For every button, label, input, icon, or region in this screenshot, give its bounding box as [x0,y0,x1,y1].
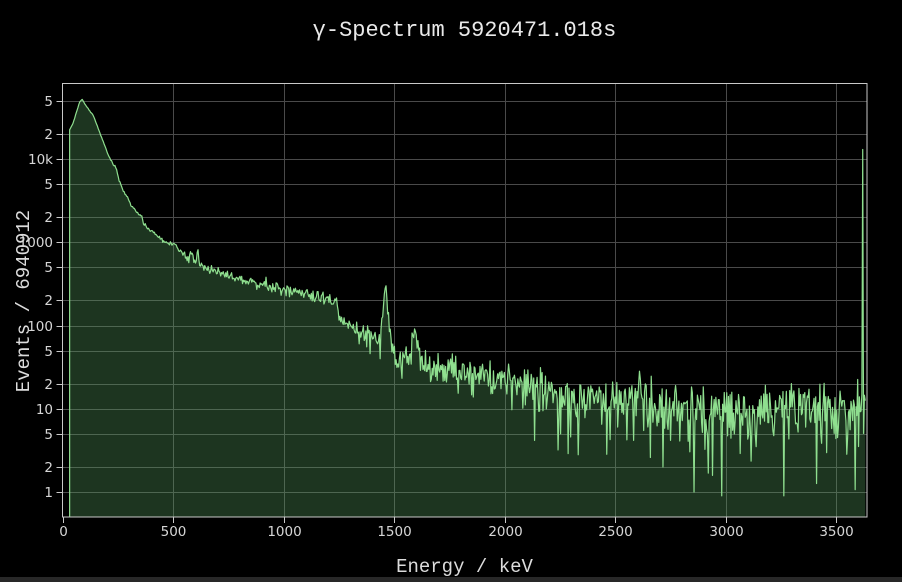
y-tick-label: 2 [44,293,53,309]
x-tick-label: 3000 [709,524,743,540]
y-tick-label: 5 [44,260,53,276]
y-tick-label: 5 [44,344,53,360]
grid-lines [63,84,867,517]
y-tick-label: 10 [36,402,53,418]
x-tick-label: 2500 [598,524,632,540]
y-tick-label: 5 [44,94,53,110]
y-tick-label: 1000 [19,235,53,251]
y-tick-label: 10k [28,152,53,168]
x-tick-label: 1000 [267,524,301,540]
y-tick-label: 1 [44,485,53,501]
x-tick-label: 2000 [488,524,522,540]
window-bottom-edge [0,577,902,582]
y-tick-label: 5 [44,427,53,443]
x-tick-label: 1500 [377,524,411,540]
y-tick-label: 2 [44,460,53,476]
y-tick-label: 100 [27,319,53,335]
x-tick-label: 3500 [819,524,853,540]
chart-title: γ-Spectrum 5920471.018s [312,18,617,43]
x-axis-label: Energy / keV [396,556,533,578]
x-tick-label: 0 [59,524,68,540]
spectrum-fill [69,99,866,517]
y-tick-label: 2 [44,377,53,393]
y-tick-label: 2 [44,210,53,226]
y-tick-label: 2 [44,127,53,143]
y-tick-label: 5 [44,177,53,193]
tick-marks [56,101,837,523]
spectrum-line [69,98,866,517]
tick-labels: 0 500 1000 1500 2000 2500 3000 3500 5 2 10k 5 2 1000 5… [19,94,854,540]
x-tick-label: 500 [161,524,187,540]
